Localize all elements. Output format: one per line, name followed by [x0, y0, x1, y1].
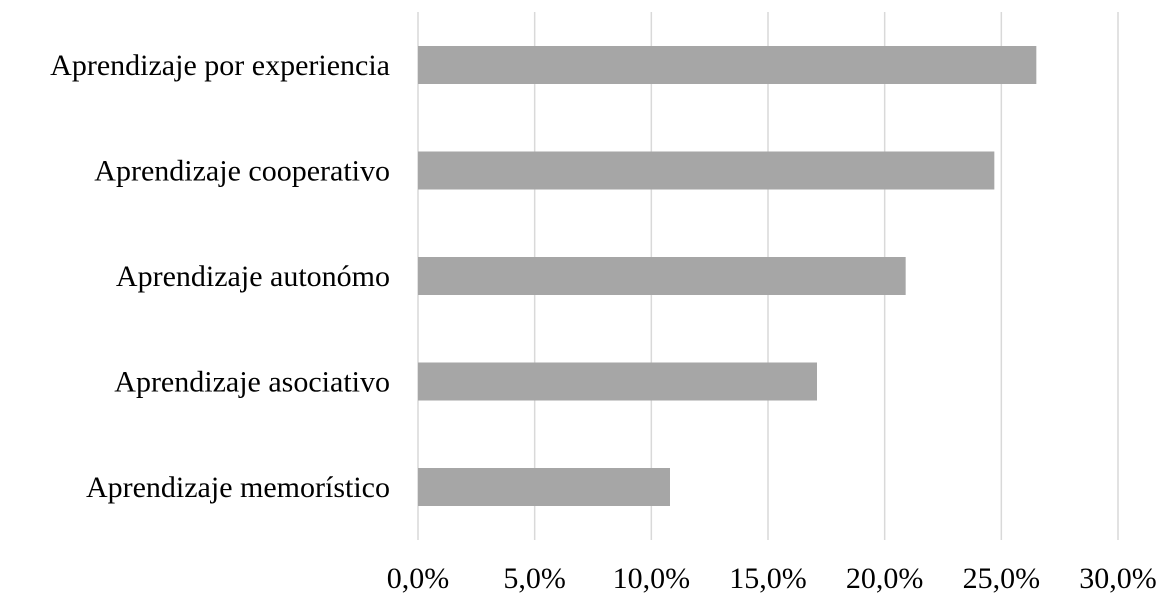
- category-label: Aprendizaje asociativo: [114, 366, 390, 399]
- x-tick-label: 15,0%: [729, 562, 807, 594]
- bar: [418, 46, 1037, 84]
- bar: [418, 468, 670, 506]
- bar: [418, 257, 906, 295]
- x-axis-tick-labels: 0,0% 5,0% 10,0% 15,0% 20,0% 25,0% 30,0%: [387, 562, 1157, 594]
- category-labels: Aprendizaje por experiencia Aprendizaje c…: [50, 49, 390, 504]
- category-label: Aprendizaje autonómo: [116, 260, 390, 293]
- x-tick-label: 25,0%: [963, 562, 1041, 594]
- category-label: Aprendizaje cooperativo: [94, 155, 390, 188]
- x-tick-label: 10,0%: [613, 562, 691, 594]
- x-tick-label: 30,0%: [1079, 562, 1157, 594]
- bar: [418, 151, 995, 190]
- bar: [418, 362, 817, 401]
- x-tick-label: 0,0%: [387, 562, 450, 594]
- x-tick-label: 20,0%: [846, 562, 924, 594]
- bars: [418, 46, 1037, 506]
- x-tick-label: 5,0%: [503, 562, 566, 594]
- category-label: Aprendizaje por experiencia: [50, 49, 390, 82]
- category-label: Aprendizaje memorístico: [86, 471, 390, 504]
